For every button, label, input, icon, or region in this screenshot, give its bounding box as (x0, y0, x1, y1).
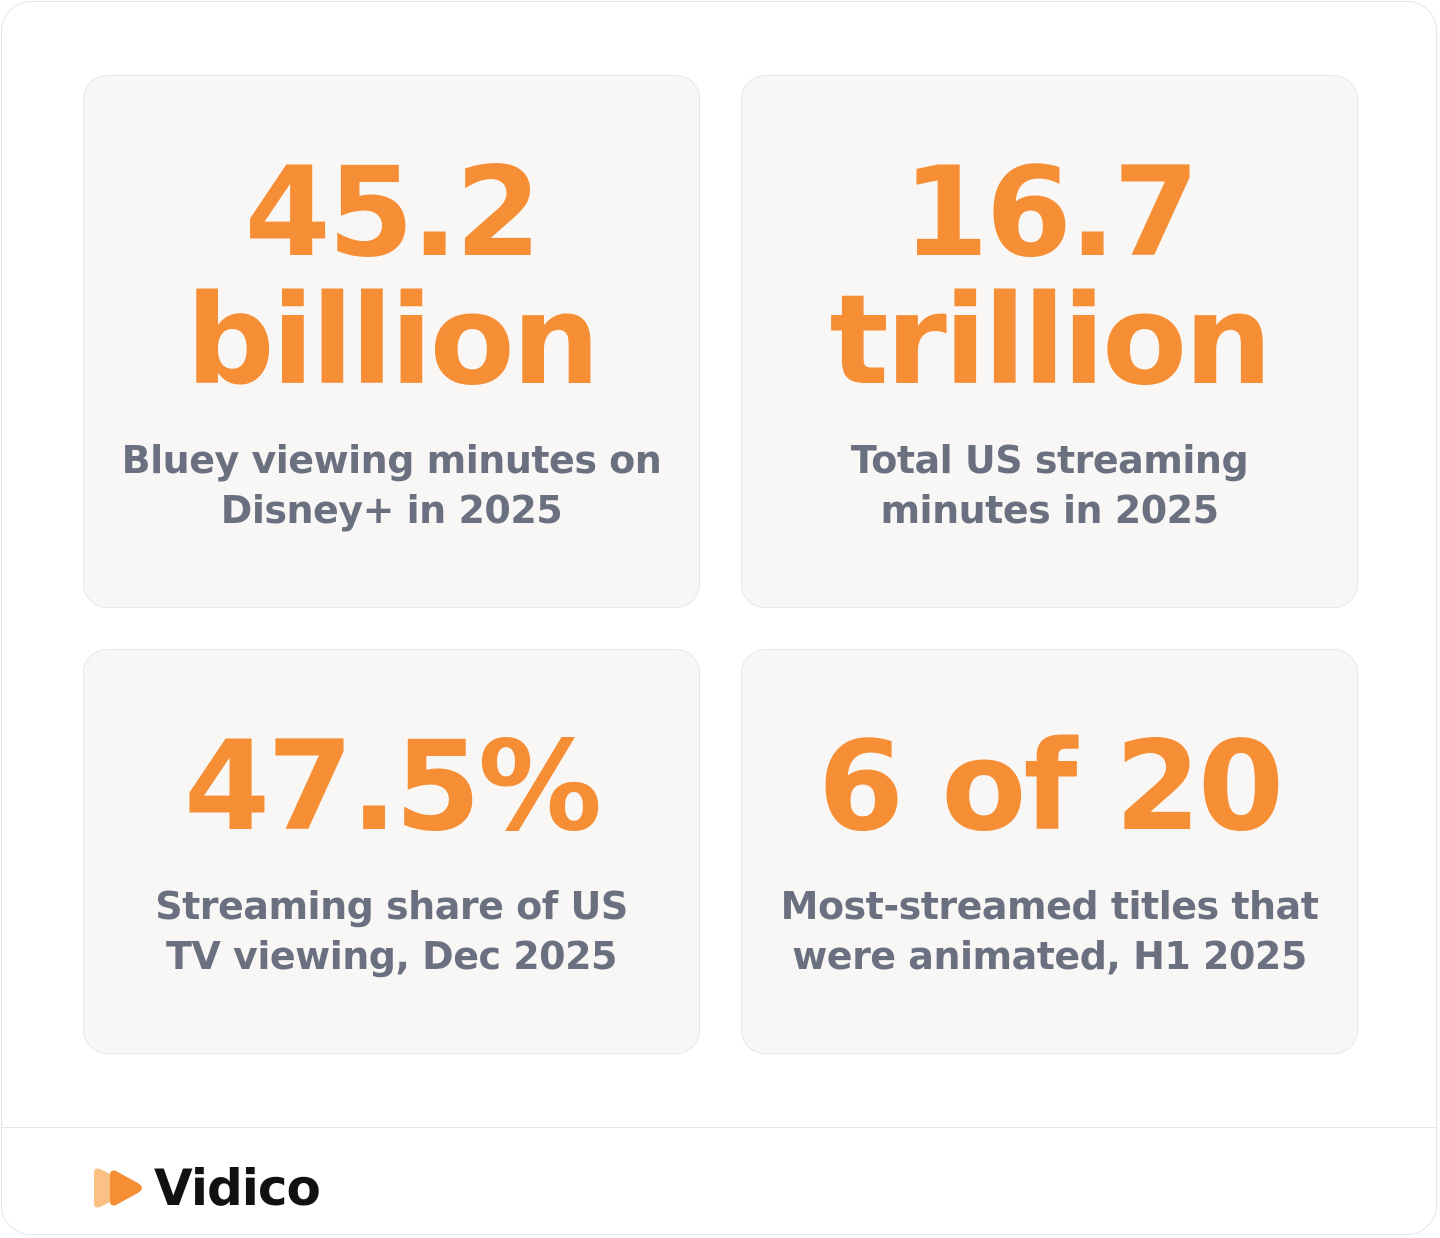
stat-description-line: Disney+ in 2025 (220, 487, 563, 532)
stat-value-number: 16.7 (902, 140, 1200, 285)
stat-description-line: were animated, H1 2025 (792, 933, 1307, 978)
stat-value-number: 6 of 20 (817, 714, 1284, 859)
stat-description-line: Most-streamed titles that (780, 883, 1319, 928)
brand-logo: Vidico (90, 1159, 321, 1217)
stat-description-line: Streaming share of US (155, 883, 628, 928)
stat-card-animated-titles: 6 of 20 Most-streamed titles that were a… (741, 649, 1358, 1054)
brand-name: Vidico (154, 1159, 321, 1217)
play-logo-icon (94, 1168, 142, 1208)
stat-card-bluey-minutes: 45.2 billion Bluey viewing minutes on Di… (83, 75, 700, 608)
stat-description: Total US streaming minutes in 2025 (850, 435, 1249, 535)
footer-divider (2, 1127, 1436, 1128)
stat-card-streaming-share: 47.5% Streaming share of US TV viewing, … (83, 649, 700, 1054)
stat-description: Bluey viewing minutes on Disney+ in 2025 (122, 435, 662, 535)
stat-description: Most-streamed titles that were animated,… (781, 881, 1319, 981)
stat-description-line: Bluey viewing minutes on (121, 437, 662, 482)
stat-description-line: Total US streaming (850, 437, 1249, 482)
stat-value-unit: billion (185, 268, 600, 413)
stat-value: 45.2 billion (185, 140, 600, 413)
stat-description: Streaming share of US TV viewing, Dec 20… (155, 881, 628, 981)
stat-description-line: TV viewing, Dec 2025 (165, 933, 618, 978)
stat-value: 16.7 trillion (829, 140, 1273, 413)
stat-value: 6 of 20 (817, 714, 1284, 859)
stat-description-line: minutes in 2025 (880, 487, 1219, 532)
stat-value-unit: trillion (829, 268, 1273, 413)
stat-value-number: 45.2 (244, 140, 542, 285)
stat-value: 47.5% (183, 714, 602, 859)
stat-value-number: 47.5% (183, 714, 602, 859)
stat-card-us-streaming-minutes: 16.7 trillion Total US streaming minutes… (741, 75, 1358, 608)
